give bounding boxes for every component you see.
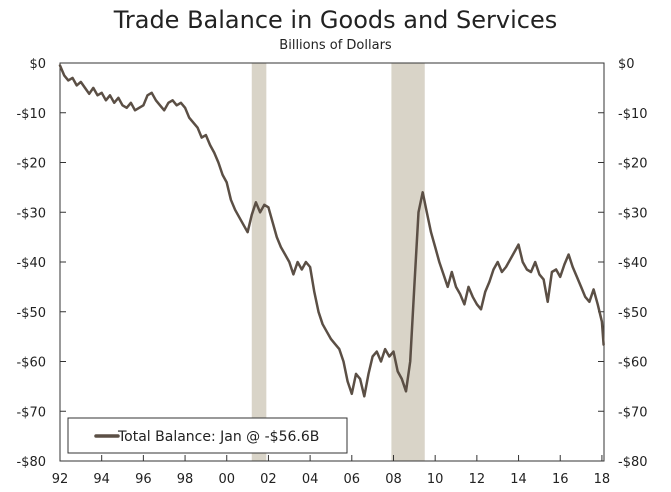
x-tick-label: 10 <box>427 472 444 487</box>
recession-band-2 <box>391 63 425 461</box>
y-tick-label-right: -$30 <box>618 206 648 221</box>
recession-shading-group <box>251 63 425 461</box>
x-tick-label: 14 <box>510 472 527 487</box>
x-tick-label: 16 <box>552 472 569 487</box>
x-tick-label: 00 <box>218 472 235 487</box>
y-tick-label-left: -$40 <box>16 256 46 271</box>
y-tick-label-left: -$20 <box>16 157 46 172</box>
y-tick-label-left: $0 <box>29 57 46 72</box>
y-axis-left: $0 -$10 -$20 -$30 -$40 -$50 -$60 -$70 -$80 <box>16 57 66 470</box>
x-tick-label: 18 <box>594 472 611 487</box>
y-tick-label-left: -$50 <box>16 306 46 321</box>
chart-subtitle: Billions of Dollars <box>279 38 392 53</box>
y-tick-label-right: -$80 <box>618 455 648 470</box>
y-tick-label-right: -$50 <box>618 306 648 321</box>
x-tick-label: 96 <box>135 472 152 487</box>
y-tick-label-left: -$70 <box>16 405 46 420</box>
y-tick-label-right: -$20 <box>618 157 648 172</box>
y-tick-label-left: -$80 <box>16 455 46 470</box>
y-tick-label-right: $0 <box>618 57 635 72</box>
x-tick-label: 12 <box>469 472 486 487</box>
x-tick-label: 02 <box>260 472 277 487</box>
recession-band-1 <box>251 63 267 461</box>
x-tick-label: 94 <box>93 472 110 487</box>
y-tick-label-right: -$40 <box>618 256 648 271</box>
x-tick-label: 92 <box>52 472 69 487</box>
chart-title: Trade Balance in Goods and Services <box>113 6 558 34</box>
y-tick-label-left: -$10 <box>16 107 46 122</box>
legend: Total Balance: Jan @ -$56.6B <box>67 417 348 454</box>
y-tick-label-right: -$60 <box>618 356 648 371</box>
y-tick-label-left: -$60 <box>16 356 46 371</box>
x-tick-label: 04 <box>302 472 319 487</box>
x-tick-label: 08 <box>385 472 402 487</box>
x-axis: 92 94 96 98 00 02 04 06 08 10 12 14 16 18 <box>52 455 610 487</box>
x-tick-label: 98 <box>177 472 194 487</box>
x-tick-label: 06 <box>344 472 361 487</box>
y-tick-label-right: -$70 <box>618 405 648 420</box>
y-axis-right: $0 -$10 -$20 -$30 -$40 -$50 -$60 -$70 -$80 <box>598 57 648 470</box>
series-line-total-balance <box>58 64 605 398</box>
y-tick-label-left: -$30 <box>16 206 46 221</box>
y-tick-label-right: -$10 <box>618 107 648 122</box>
series-group <box>58 64 605 398</box>
legend-label: Total Balance: Jan @ -$56.6B <box>117 429 319 445</box>
